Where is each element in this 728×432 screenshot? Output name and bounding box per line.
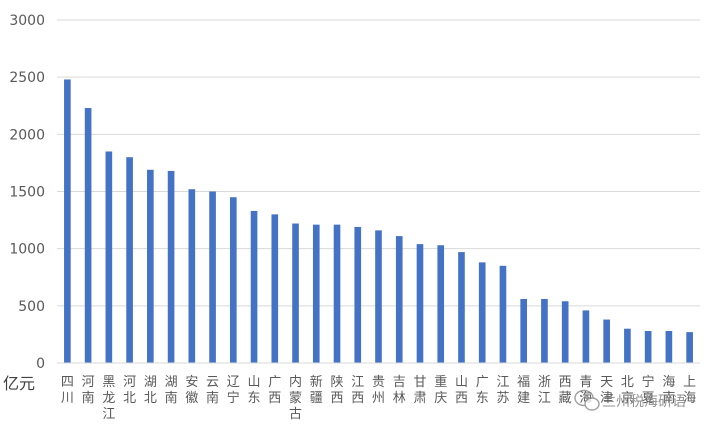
category-label: 宁夏 bbox=[642, 374, 655, 406]
bar-内蒙古 bbox=[292, 223, 299, 363]
bar-上海 bbox=[686, 332, 693, 363]
y-tick-label: 2500 bbox=[9, 70, 45, 86]
bar-山西 bbox=[458, 252, 465, 363]
category-label: 海南 bbox=[662, 375, 675, 406]
bar-浙江 bbox=[541, 298, 548, 363]
category-label: 新疆 bbox=[310, 374, 323, 406]
bar-安徽 bbox=[188, 189, 196, 363]
bar-西藏 bbox=[561, 301, 569, 363]
wechat-icon bbox=[574, 389, 600, 411]
bars bbox=[64, 79, 693, 363]
category-label: 河南 bbox=[82, 375, 95, 406]
bar-青海 bbox=[582, 310, 590, 363]
category-label: 浙江 bbox=[538, 375, 551, 406]
bar-黑龙江 bbox=[105, 151, 113, 363]
bar-陕西 bbox=[333, 224, 341, 363]
bar-山东 bbox=[250, 210, 258, 363]
x-axis-category-labels: 四川河南黑龙江河北湖北湖南安徽云南辽宁山东广西内蒙古新疆陕西江西贵州吉林甘肃重庆… bbox=[61, 374, 696, 422]
bar-海南 bbox=[665, 330, 673, 363]
category-label: 湖南 bbox=[165, 375, 178, 406]
bar-云南 bbox=[209, 191, 216, 363]
category-label: 山东 bbox=[248, 375, 261, 406]
bar-河北 bbox=[126, 157, 133, 363]
y-axis-tick-labels: 0 500 1000 1500 2000 2500 3000 bbox=[9, 13, 45, 372]
watermark: 兰州税海研语 bbox=[574, 389, 686, 411]
y-tick-label: 2000 bbox=[9, 127, 45, 143]
bar-天津 bbox=[603, 319, 610, 363]
y-tick-label: 1000 bbox=[9, 242, 45, 258]
category-label: 西藏 bbox=[559, 375, 572, 406]
category-label: 广西 bbox=[268, 375, 281, 406]
bar-北京 bbox=[624, 328, 631, 363]
bar-湖南 bbox=[167, 170, 175, 363]
y-tick-label: 0 bbox=[36, 356, 45, 372]
bar-甘肃 bbox=[416, 244, 424, 363]
category-label: 上海 bbox=[683, 375, 696, 406]
category-label: 辽宁 bbox=[227, 375, 240, 406]
category-label: 陕西 bbox=[331, 375, 344, 406]
category-label: 内蒙古 bbox=[289, 374, 302, 422]
category-label: 广东 bbox=[476, 375, 489, 406]
bar-贵州 bbox=[375, 230, 382, 363]
category-label: 天津 bbox=[600, 375, 613, 406]
y-tick-label: 1500 bbox=[9, 185, 45, 201]
category-label: 重庆 bbox=[434, 374, 447, 406]
category-label: 北京 bbox=[621, 375, 634, 406]
y-axis-unit-label: 亿元 bbox=[3, 374, 35, 393]
category-label: 江苏 bbox=[496, 375, 509, 406]
category-label: 安徽 bbox=[185, 375, 198, 406]
bar-新疆 bbox=[312, 224, 320, 363]
gridlines bbox=[57, 19, 700, 307]
category-label: 甘肃 bbox=[413, 375, 426, 406]
category-label: 吉林 bbox=[393, 375, 406, 406]
category-label: 四川 bbox=[61, 375, 74, 406]
bar-福建 bbox=[520, 298, 528, 363]
bar-四川 bbox=[64, 79, 71, 363]
y-tick-label: 3000 bbox=[9, 13, 45, 29]
category-label: 黑龙江 bbox=[102, 375, 115, 422]
bar-江西 bbox=[354, 226, 362, 363]
bar-辽宁 bbox=[229, 197, 237, 363]
bar-湖北 bbox=[147, 169, 154, 363]
watermark-text: 兰州税海研语 bbox=[602, 394, 686, 410]
bar-江苏 bbox=[499, 265, 507, 363]
category-label: 湖北 bbox=[144, 375, 157, 406]
y-tick-label: 500 bbox=[18, 299, 45, 315]
bar-重庆 bbox=[437, 245, 445, 363]
category-label: 江西 bbox=[351, 375, 364, 406]
bar-河南 bbox=[84, 108, 92, 363]
bar-广西 bbox=[271, 214, 279, 363]
bar-广东 bbox=[478, 262, 486, 363]
bar-宁夏 bbox=[644, 330, 652, 363]
category-label: 河北 bbox=[123, 375, 136, 406]
category-label: 贵州 bbox=[372, 375, 385, 406]
category-label: 福建 bbox=[517, 375, 530, 406]
bar-吉林 bbox=[395, 236, 403, 363]
category-label: 云南 bbox=[206, 375, 219, 406]
category-label: 山西 bbox=[455, 375, 468, 406]
